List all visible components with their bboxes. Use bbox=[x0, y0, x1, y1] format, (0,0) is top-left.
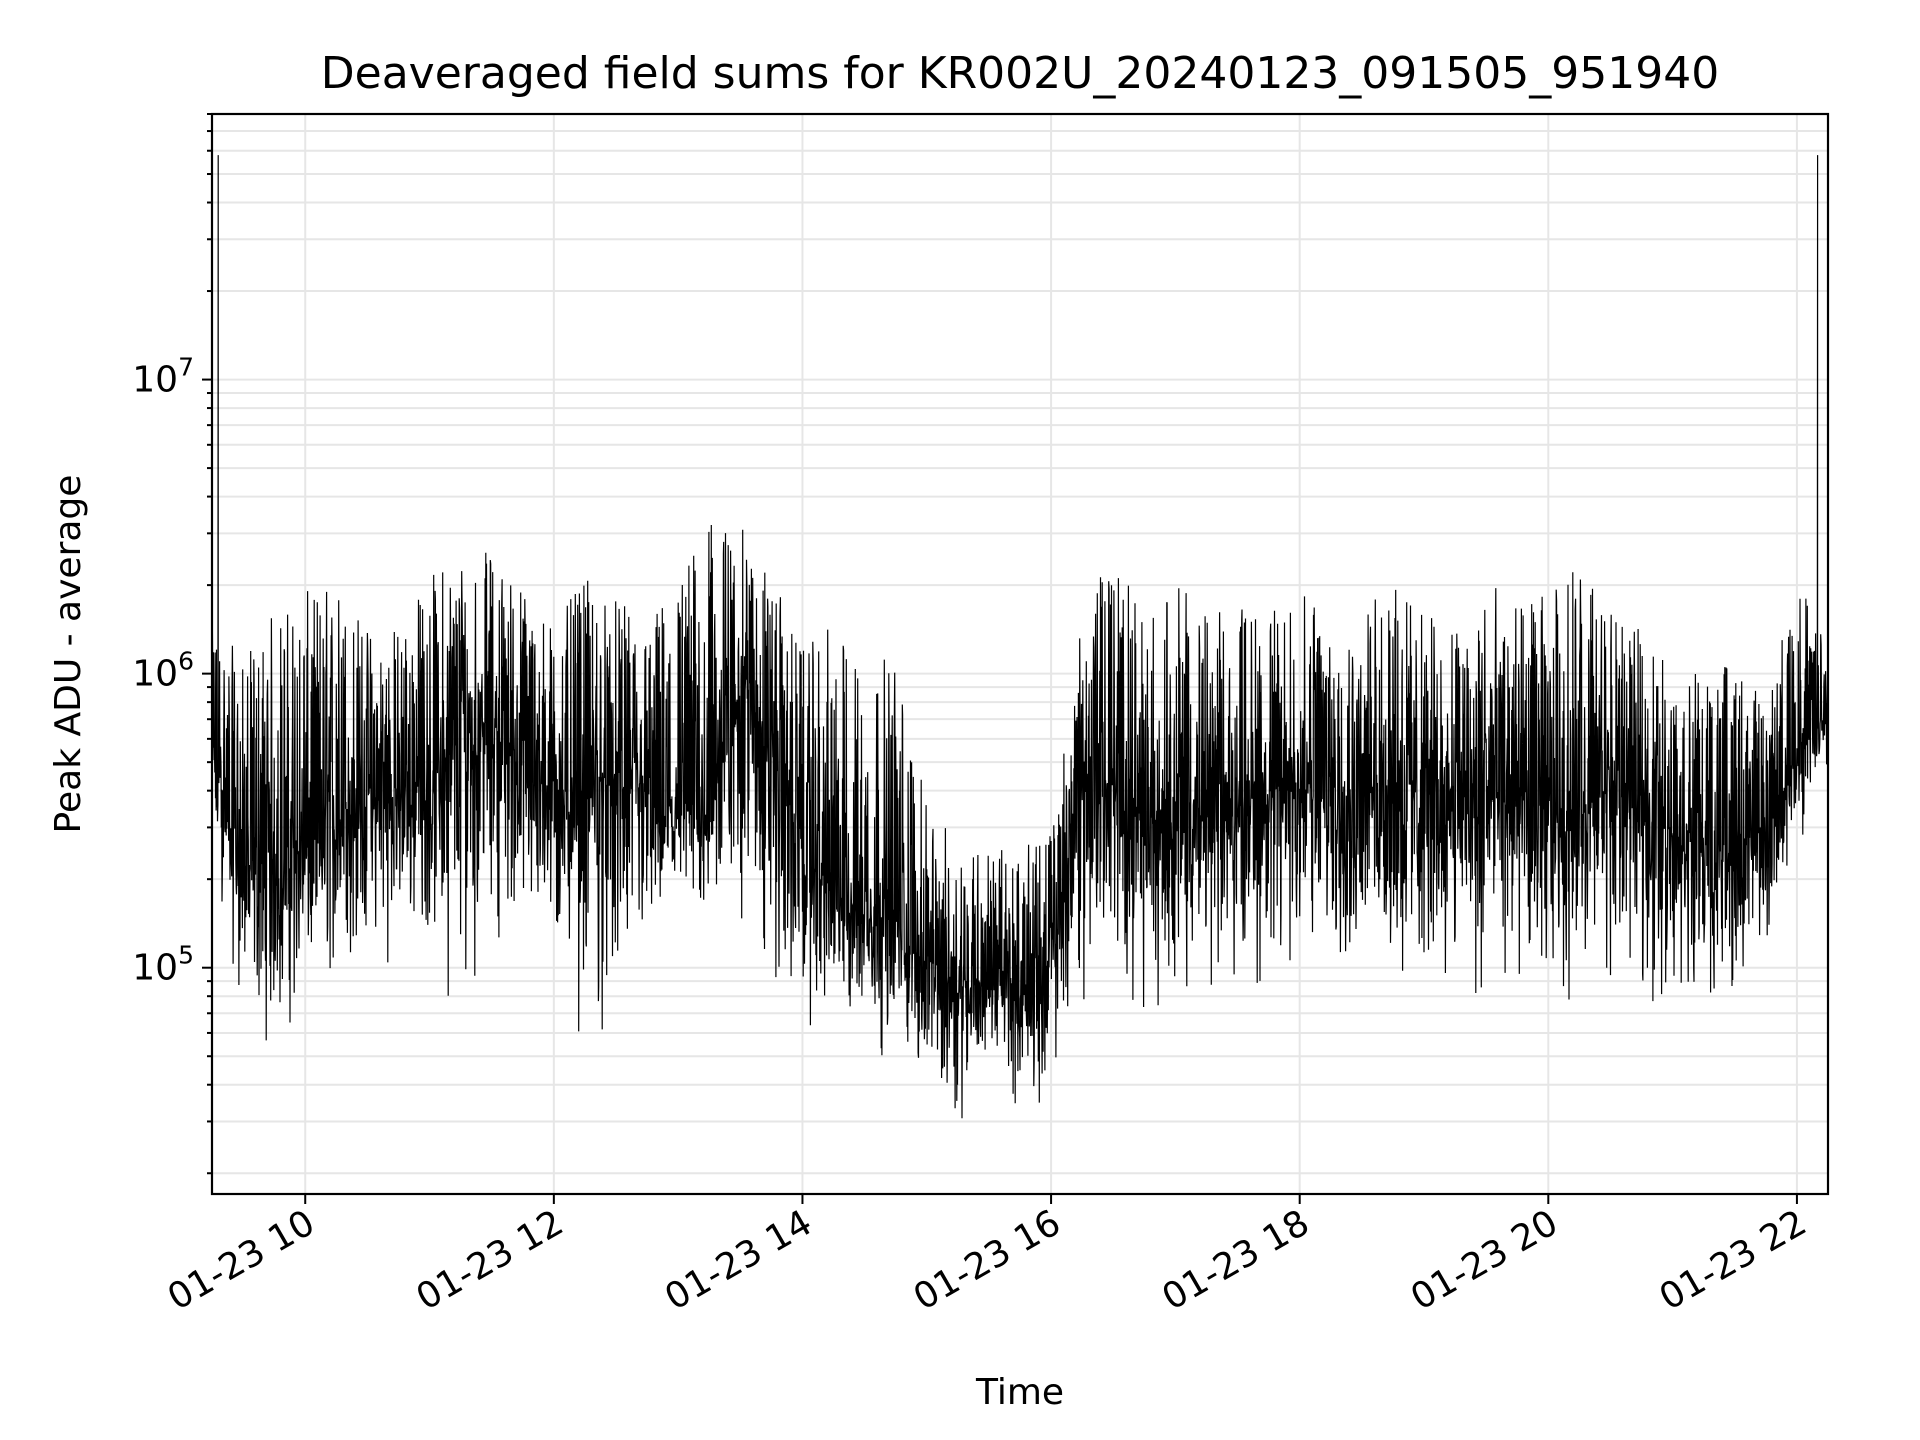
y-tick-label: 107 bbox=[132, 353, 194, 401]
series-line bbox=[211, 155, 1829, 1119]
y-axis-label: Peak ADU - average bbox=[48, 475, 89, 834]
x-axis-label: Time bbox=[975, 1372, 1064, 1413]
y-tick-label: 106 bbox=[132, 647, 194, 695]
y-tick-label: 105 bbox=[132, 941, 194, 989]
data-series bbox=[211, 155, 1829, 1119]
chart-title: Deaveraged field sums for KR002U_2024012… bbox=[321, 48, 1719, 99]
plot-frame bbox=[210, 112, 1830, 1196]
